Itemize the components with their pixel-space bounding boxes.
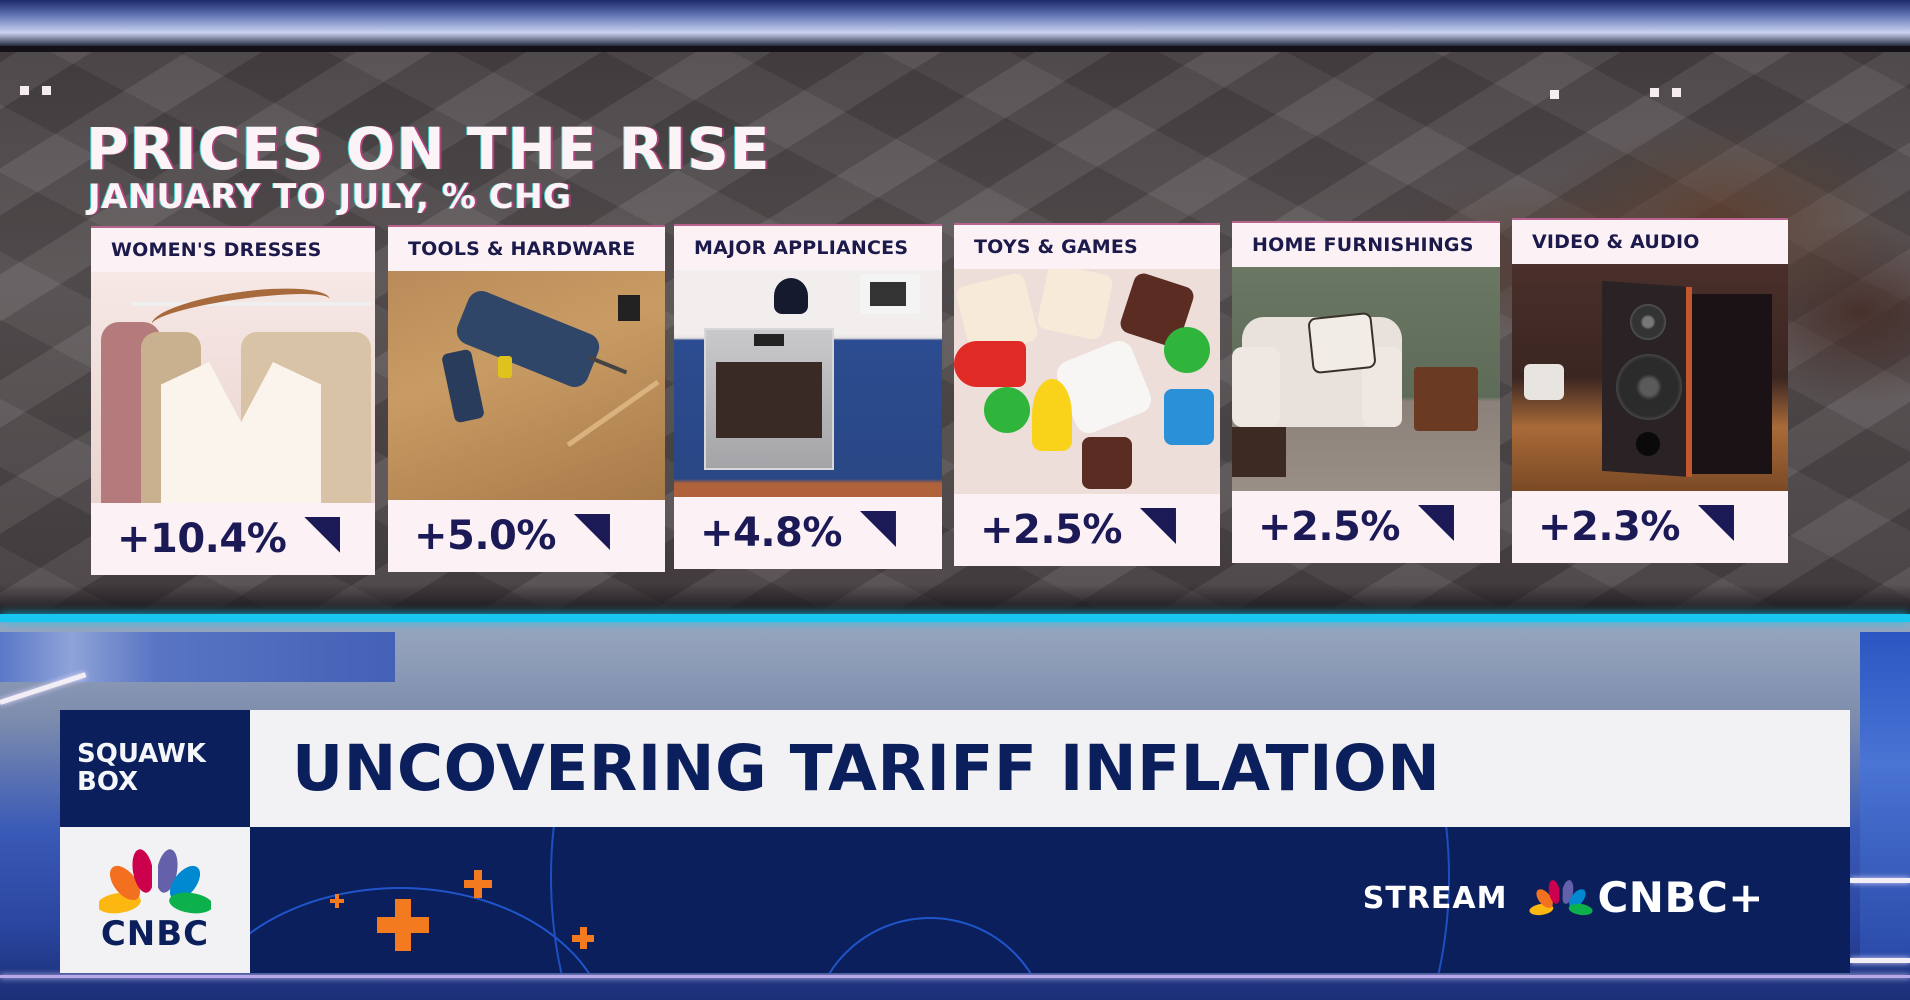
show-name-line-1: SQUAWK <box>77 739 206 769</box>
card-value-box: +5.0% <box>388 500 665 572</box>
wall-marker <box>1550 90 1559 99</box>
studio-ceiling-light <box>0 0 1910 48</box>
show-name-line-2: BOX <box>77 767 139 797</box>
card-percent-change: +5.0% <box>414 513 556 559</box>
promo-prefix: STREAM <box>1362 880 1508 916</box>
headline-bar: UNCOVERING TARIFF INFLATION <box>250 710 1850 827</box>
rise-triangle-icon <box>573 514 610 550</box>
dice-photo <box>954 269 1220 494</box>
card-label: MAJOR APPLIANCES <box>674 224 942 270</box>
card-value-box: +10.4% <box>91 503 375 575</box>
promo-brand: CNBC+ <box>1597 873 1764 922</box>
oven-photo <box>674 270 942 497</box>
peacock-icon <box>1529 880 1594 916</box>
category-card-major-appliances: MAJOR APPLIANCES +4.8% <box>674 224 942 569</box>
studio-light-strip <box>1850 878 1910 883</box>
headline-text: UNCOVERING TARIFF INFLATION <box>292 732 1441 805</box>
graphic-subtitle: JANUARY TO JULY, % CHG <box>88 177 572 217</box>
card-value-box: +2.5% <box>954 494 1220 566</box>
wall-marker <box>1650 88 1659 97</box>
studio-light-strip <box>1850 958 1910 963</box>
card-percent-change: +2.3% <box>1538 504 1680 550</box>
card-label: WOMEN'S DRESSES <box>91 226 375 272</box>
category-card-home-furnishings: HOME FURNISHINGS +2.5% <box>1232 221 1500 563</box>
studio-desk-panel <box>1860 632 1910 962</box>
card-value-box: +4.8% <box>674 497 942 569</box>
card-label: TOOLS & HARDWARE <box>388 225 665 271</box>
dresses-photo <box>91 272 375 503</box>
promo-bar: STREAM CNBC+ <box>250 827 1850 973</box>
armchair-photo <box>1232 267 1500 491</box>
card-label: TOYS & GAMES <box>954 223 1220 269</box>
card-percent-change: +10.4% <box>117 516 287 562</box>
rise-triangle-icon <box>859 511 896 547</box>
studio-light-strip <box>0 975 1910 978</box>
drill-photo <box>388 271 665 500</box>
category-card-toys-games: TOYS & GAMES +2.5% <box>954 223 1220 566</box>
rise-triangle-icon <box>1697 505 1734 541</box>
studio-desk-panel <box>0 632 395 682</box>
show-name-badge: SQUAWK BOX <box>60 710 250 827</box>
card-percent-change: +2.5% <box>980 507 1122 553</box>
card-percent-change: +2.5% <box>1258 504 1400 550</box>
speaker-photo <box>1512 264 1788 491</box>
rise-triangle-icon <box>1417 505 1454 541</box>
rise-triangle-icon <box>1139 508 1176 544</box>
wall-marker <box>1672 88 1681 97</box>
stream-promo: STREAM CNBC+ <box>1363 877 1764 919</box>
studio-cyan-light-strip <box>0 614 1910 622</box>
wall-marker <box>20 86 29 95</box>
card-percent-change: +4.8% <box>700 510 842 556</box>
network-logo: CNBC <box>60 827 250 973</box>
graphic-title: PRICES ON THE RISE <box>86 115 771 183</box>
network-logo-text: CNBC <box>100 914 210 954</box>
wall-marker <box>42 86 51 95</box>
card-label: VIDEO & AUDIO <box>1512 218 1788 264</box>
card-value-box: +2.5% <box>1232 491 1500 563</box>
category-card-tools-hardware: TOOLS & HARDWARE +5.0% <box>388 225 665 572</box>
decorative-arc <box>550 827 1450 973</box>
card-label: HOME FURNISHINGS <box>1232 221 1500 267</box>
rise-triangle-icon <box>304 517 341 553</box>
peacock-icon <box>99 849 211 915</box>
category-card-womens-dresses: WOMEN'S DRESSES +10.4% <box>91 226 375 575</box>
card-value-box: +2.3% <box>1512 491 1788 563</box>
category-card-video-audio: VIDEO & AUDIO +2.3% <box>1512 218 1788 563</box>
